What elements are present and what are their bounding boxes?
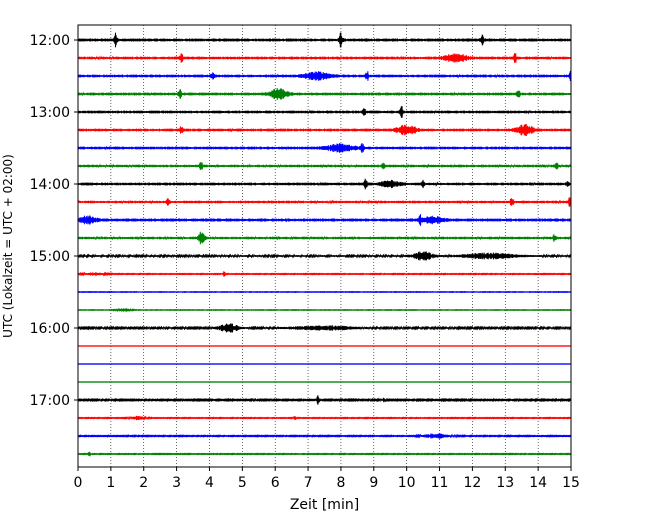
x-tick-label: 3 — [172, 475, 181, 491]
trace-1345 — [77, 161, 572, 171]
trace-1315 — [77, 123, 572, 137]
trace-1430 — [77, 214, 572, 226]
trace-1200 — [77, 32, 572, 48]
x-axis-title: Zeit [min] — [290, 497, 359, 513]
x-tick-label: 9 — [369, 475, 378, 491]
x-tick-label: 8 — [336, 475, 345, 491]
x-tick-label: 15 — [562, 475, 580, 491]
y-tick-label: 15:00 — [30, 249, 70, 265]
trace-1230 — [77, 69, 572, 83]
x-tick-label: 11 — [431, 475, 449, 491]
seismic-traces — [77, 32, 572, 457]
trace-1730 — [77, 433, 572, 439]
x-axis: 0 1 2 3 4 5 6 7 8 9 10 11 12 13 14 15 — [74, 467, 580, 491]
x-tick-label: 2 — [139, 475, 148, 491]
x-tick-label: 4 — [205, 475, 214, 491]
trace-1415 — [77, 197, 572, 207]
trace-1300 — [77, 106, 572, 118]
trace-1400 — [77, 178, 572, 190]
trace-1715 — [77, 415, 572, 421]
trace-1600 — [77, 323, 572, 333]
x-tick-label: 10 — [398, 475, 416, 491]
x-tick-label: 14 — [529, 475, 547, 491]
trace-1445 — [77, 231, 572, 245]
trace-1330 — [77, 142, 572, 154]
trace-1500 — [77, 251, 572, 261]
y-tick-label: 14:00 — [30, 177, 70, 193]
trace-1745 — [77, 451, 572, 457]
y-tick-label: 17:00 — [30, 393, 70, 409]
x-tick-label: 1 — [106, 475, 115, 491]
y-axis-title: UTC (Lokalzeit = UTC + 02:00) — [1, 154, 15, 338]
trace-1515 — [77, 271, 572, 277]
trace-1215 — [77, 53, 572, 63]
trace-1245 — [77, 87, 572, 101]
x-tick-label: 13 — [496, 475, 514, 491]
trace-1545 — [77, 307, 572, 313]
y-axis: 12:00 13:00 14:00 15:00 16:00 17:00 — [30, 33, 78, 409]
x-tick-label: 5 — [238, 475, 247, 491]
x-tick-label: 0 — [74, 475, 83, 491]
trace-1700 — [77, 395, 572, 405]
x-tick-label: 6 — [271, 475, 280, 491]
y-tick-label: 13:00 — [30, 105, 70, 121]
y-tick-label: 16:00 — [30, 321, 70, 337]
y-tick-label: 12:00 — [30, 33, 70, 49]
x-tick-label: 7 — [304, 475, 313, 491]
x-tick-label: 12 — [463, 475, 481, 491]
plot-frame — [77, 24, 572, 468]
